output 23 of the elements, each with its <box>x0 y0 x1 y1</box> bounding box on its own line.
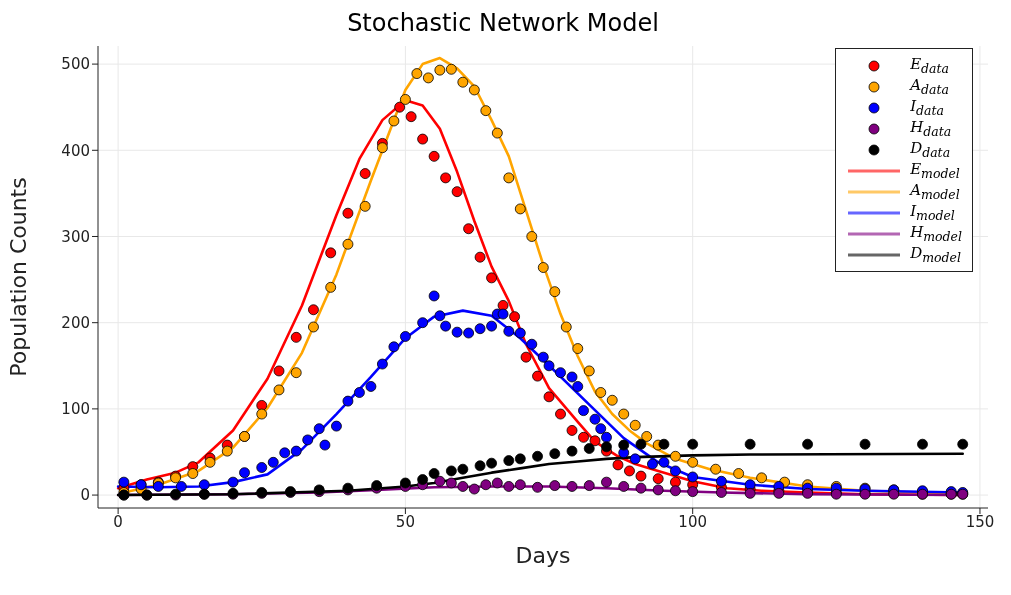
legend-label: H$_{model}$ <box>910 223 962 244</box>
legend-label: A$_{data}$ <box>910 76 949 97</box>
x-tick-label: 150 <box>965 512 995 531</box>
y-axis-title: Population Counts <box>5 177 31 377</box>
chart-title: Stochastic Network Model <box>347 9 659 37</box>
legend-label: I$_{data}$ <box>910 97 944 118</box>
legend-label: E$_{model}$ <box>910 160 960 181</box>
legend-label: A$_{model}$ <box>910 181 960 202</box>
x-tick-label: 50 <box>395 512 415 531</box>
y-tick-label: 500 <box>61 55 90 74</box>
y-tick-label: 400 <box>61 141 90 160</box>
y-tick-label: 300 <box>61 227 90 246</box>
legend-label: D$_{model}$ <box>910 244 961 265</box>
x-tick-label: 100 <box>678 512 707 531</box>
legend-label: H$_{data}$ <box>910 118 952 139</box>
y-tick-label: 200 <box>61 314 90 333</box>
legend-label: I$_{model}$ <box>910 202 955 223</box>
y-tick-label: 0 <box>80 486 90 505</box>
legend-label: E$_{data}$ <box>910 55 950 76</box>
y-tick-label: 100 <box>61 400 90 419</box>
legend-label: D$_{data}$ <box>910 139 951 160</box>
x-axis-title: Days <box>515 543 571 568</box>
x-tick-label: 0 <box>113 512 123 531</box>
